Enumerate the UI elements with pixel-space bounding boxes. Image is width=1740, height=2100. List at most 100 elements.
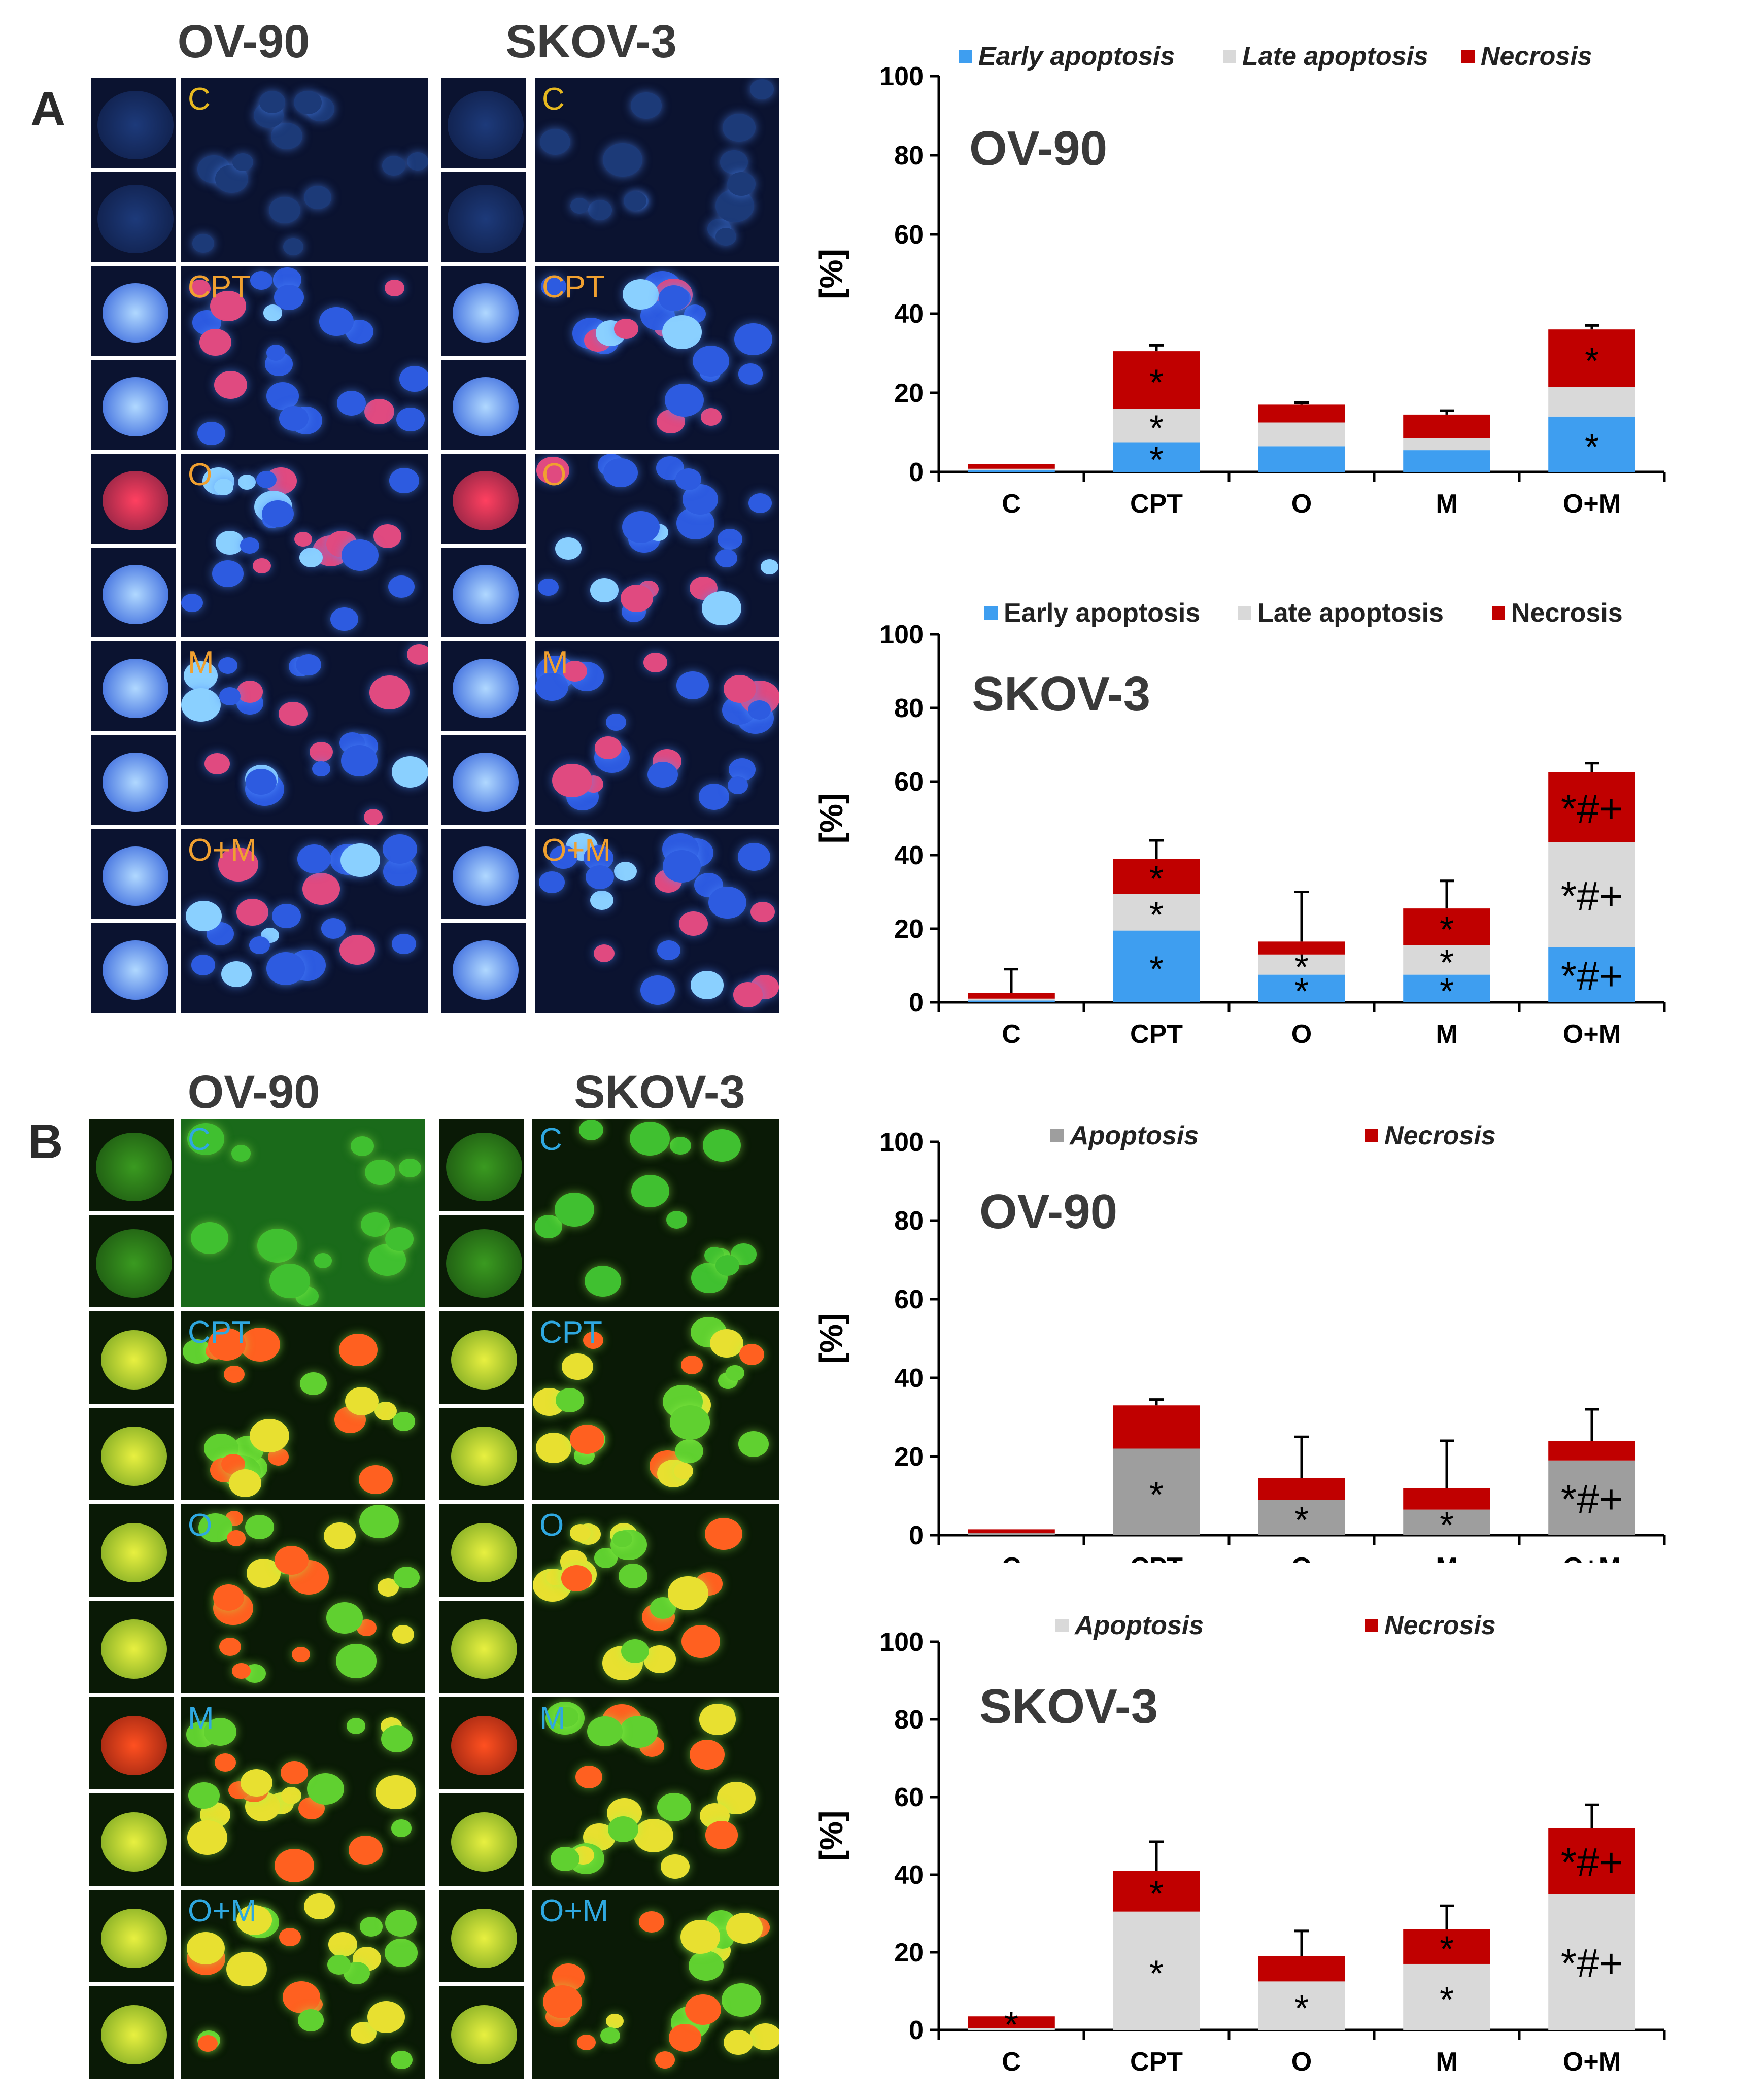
cell-nucleus — [570, 198, 589, 214]
cell-nucleus — [279, 701, 308, 726]
thumb-b-right-c-2 — [437, 1213, 526, 1309]
cell-nucleus — [555, 537, 582, 560]
cell-nucleus — [249, 1418, 289, 1452]
cell-nucleus — [569, 1424, 605, 1454]
cell-nucleus — [240, 1328, 281, 1362]
cell-nucleus — [603, 458, 638, 488]
cell-nucleus — [327, 1955, 351, 1975]
x-tick-label: O+M — [1563, 1552, 1621, 1563]
chart-title: OV-90 — [969, 121, 1107, 176]
cell-nucleus — [95, 1132, 172, 1201]
legend-label: Necrosis — [1481, 42, 1592, 71]
y-tick-label: 60 — [894, 1285, 924, 1314]
cell-nucleus — [655, 2051, 675, 2069]
cell-nucleus — [246, 768, 277, 795]
cell-nucleus — [689, 1739, 725, 1770]
cell-nucleus — [236, 898, 268, 926]
micrograph-treatment-label: O — [539, 1508, 564, 1543]
cell-nucleus — [215, 530, 244, 555]
cell-nucleus — [451, 1812, 517, 1872]
y-tick-label: 80 — [894, 1705, 924, 1735]
cell-nucleus — [221, 961, 252, 988]
legend-label: Necrosis — [1384, 1121, 1496, 1150]
micrograph-a-right-cpt: CPT — [533, 264, 781, 452]
cell-nucleus — [102, 846, 168, 906]
thumb-a-left-oplusm-2 — [89, 921, 178, 1015]
cell-nucleus — [748, 700, 771, 720]
bar-necrosis — [1258, 941, 1345, 955]
x-tick-label: O — [1291, 1552, 1312, 1563]
cell-nucleus — [681, 1625, 720, 1658]
cell-nucleus — [271, 904, 301, 929]
thumb-a-right-o-1 — [439, 452, 528, 546]
cell-nucleus — [727, 172, 756, 196]
cell-nucleus — [250, 270, 272, 290]
cell-nucleus — [341, 539, 379, 571]
cell-nucleus — [257, 1229, 297, 1263]
bar-necrosis — [1113, 351, 1200, 409]
cell-nucleus — [451, 1715, 517, 1775]
cell-nucleus — [680, 1356, 703, 1375]
x-tick-label: O — [1291, 489, 1312, 519]
cell-nucleus — [552, 763, 592, 798]
cell-nucleus — [452, 846, 519, 906]
x-tick-label: M — [1436, 1020, 1457, 1049]
cell-nucleus — [187, 1123, 225, 1155]
bar-necrosis — [1258, 1478, 1345, 1500]
micrograph-treatment-label: CPT — [188, 269, 251, 304]
cell-nucleus — [555, 1388, 585, 1413]
cell-nucleus — [612, 1531, 632, 1548]
cell-nucleus — [702, 1129, 741, 1162]
cell-nucleus — [392, 1624, 415, 1644]
cell-nucleus — [100, 1330, 167, 1390]
cell-nucleus — [100, 1715, 167, 1775]
cell-nucleus — [304, 1893, 335, 1920]
cell-nucleus — [588, 200, 612, 220]
cell-nucleus — [396, 407, 425, 431]
thumb-b-right-o-2 — [437, 1599, 526, 1695]
cell-nucleus — [224, 1365, 245, 1383]
cell-nucleus — [102, 283, 168, 343]
cell-nucleus — [446, 1132, 522, 1201]
cell-nucleus — [100, 1908, 167, 1968]
cell-nucleus — [739, 1344, 765, 1366]
bar-apoptosis — [968, 1533, 1055, 1535]
cell-nucleus — [266, 345, 286, 361]
cell-nucleus — [551, 1847, 579, 1872]
cell-nucleus — [271, 122, 302, 150]
y-tick-label: 20 — [894, 1442, 924, 1472]
cell-nucleus — [297, 2009, 324, 2031]
cell-nucleus — [291, 1646, 310, 1663]
legend-swatch — [1238, 606, 1251, 620]
cell-nucleus — [722, 114, 756, 142]
cell-nucleus — [761, 559, 779, 575]
significance-marker: * — [1440, 1505, 1454, 1546]
cell-nucleus — [188, 1782, 220, 1809]
cell-nucleus — [363, 809, 383, 825]
cell-nucleus — [212, 560, 244, 587]
thumb-b-left-c-2 — [87, 1213, 176, 1309]
cell-nucleus — [294, 531, 313, 547]
cell-nucleus — [536, 456, 569, 485]
cell-nucleus — [249, 936, 270, 955]
cell-nucleus — [679, 911, 708, 936]
cell-nucleus — [339, 934, 375, 965]
cell-nucleus — [621, 1639, 650, 1664]
cell-nucleus — [204, 753, 230, 775]
cell-nucleus — [562, 1353, 594, 1380]
cell-nucleus — [261, 500, 294, 528]
thumb-b-right-o-1 — [437, 1502, 526, 1599]
bar-necrosis — [1548, 1441, 1635, 1461]
cell-nucleus — [722, 1983, 761, 2017]
cell-nucleus — [190, 1222, 229, 1255]
cell-nucleus — [734, 323, 773, 356]
micrograph-treatment-label: O+M — [188, 833, 257, 868]
cell-nucleus — [587, 1716, 623, 1747]
bar-late-apoptosis — [1548, 842, 1635, 947]
legend-label: Early apoptosis — [978, 42, 1175, 71]
significance-marker: * — [1585, 427, 1599, 467]
x-tick-label: O+M — [1563, 489, 1621, 519]
cell-nucleus — [749, 79, 774, 100]
bar-late-apoptosis — [1403, 438, 1490, 451]
thumb-b-left-cpt-1 — [87, 1309, 176, 1406]
